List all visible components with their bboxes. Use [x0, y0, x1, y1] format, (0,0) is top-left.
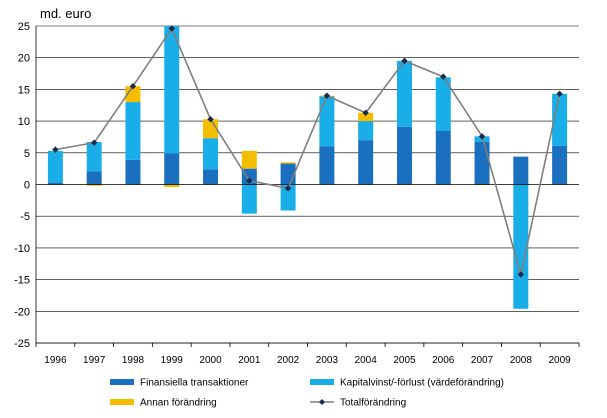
x-tick-label: 2007 [471, 355, 494, 366]
bar-finansiella-transaktioner-2006 [435, 130, 451, 185]
y-tick-label: 10 [18, 116, 30, 128]
legend-label-totalf-r-ndring: Totalförändring [340, 398, 406, 409]
total-marker-1997 [90, 139, 98, 146]
legend-swatch-finansiella-transaktioner [110, 379, 134, 385]
bar-finansiella-transaktioner-1996 [47, 182, 63, 185]
legend-swatch-kapitalvinst-f-rlust-v-rdef-r-ndring- [310, 379, 334, 385]
bar-finansiella-transaktioner-2007 [474, 142, 490, 185]
total-marker-1996 [52, 146, 59, 153]
total-marker-2004 [362, 109, 369, 117]
x-tick-label: 1998 [122, 355, 145, 366]
bar-annan-f-r-ndring-2002 [280, 162, 296, 164]
x-tick-label: 2005 [393, 355, 416, 366]
bar-annan-f-r-ndring-1998 [125, 86, 141, 103]
y-tick-label: -5 [20, 211, 30, 223]
bar-kapitalvinst-f-rlust-v-rdef-r-ndring--2009 [552, 93, 568, 146]
x-tick-label: 1996 [44, 355, 67, 366]
bar-kapitalvinst-f-rlust-v-rdef-r-ndring--2001 [241, 184, 257, 214]
x-tick-label: 2002 [277, 355, 300, 366]
x-tick-label: 2008 [510, 355, 533, 366]
x-tick-label: 2003 [316, 355, 339, 366]
total-line [52, 25, 563, 278]
y-axis-unit-label: md. euro [40, 6, 91, 21]
y-tick-label: -20 [14, 306, 30, 318]
y-tick-label: 25 [18, 21, 30, 33]
y-tick-label: 5 [24, 148, 30, 160]
y-tick-label: -25 [14, 338, 30, 350]
bar-finansiella-transaktioner-2003 [319, 146, 335, 185]
bar-kapitalvinst-f-rlust-v-rdef-r-ndring--2008 [513, 184, 529, 309]
bar-kapitalvinst-f-rlust-v-rdef-r-ndring--1999 [164, 26, 180, 154]
y-tick-label: 15 [18, 84, 30, 96]
y-tick-label: 20 [18, 53, 30, 65]
total-marker-2007 [478, 133, 486, 140]
total-marker-1998 [129, 83, 137, 90]
bar-kapitalvinst-f-rlust-v-rdef-r-ndring--2002 [280, 184, 296, 211]
total-marker-2005 [401, 57, 408, 65]
legend-swatch-annan-f-r-ndring [110, 399, 134, 405]
axes [35, 26, 580, 347]
y-tick-label: 0 [24, 180, 30, 192]
total-marker-1999 [168, 25, 175, 32]
legend-label-kapitalvinst-f-rlust-v-rdef-r-ndring-: Kapitalvinst/-förlust (värdeförändring) [340, 378, 504, 389]
bar-kapitalvinst-f-rlust-v-rdef-r-ndring--1997 [86, 142, 102, 172]
legend-label-finansiella-transaktioner: Finansiella transaktioner [140, 378, 249, 389]
bar-annan-f-r-ndring-1997 [86, 184, 102, 186]
bar-kapitalvinst-f-rlust-v-rdef-r-ndring--1998 [125, 102, 141, 160]
bar-kapitalvinst-f-rlust-v-rdef-r-ndring--2005 [396, 60, 412, 127]
total-marker-2000 [207, 115, 214, 123]
legend: Finansiella transaktioner Kapitalvinst/-f… [110, 378, 504, 409]
total-marker-2001 [246, 177, 253, 184]
x-tick-label: 1997 [83, 355, 106, 366]
bar-finansiella-transaktioner-1997 [86, 171, 102, 185]
bar-finansiella-transaktioner-2000 [203, 169, 219, 185]
bar-kapitalvinst-f-rlust-v-rdef-r-ndring--2003 [319, 96, 335, 147]
total-marker-2008 [517, 271, 525, 278]
bar-finansiella-transaktioner-2004 [358, 140, 374, 185]
bar-kapitalvinst-f-rlust-v-rdef-r-ndring--1996 [47, 150, 63, 183]
total-line-path [55, 26, 561, 275]
bar-finansiella-transaktioner-1998 [125, 159, 141, 185]
total-marker-2006 [440, 73, 447, 80]
x-ticks: 1996 1997 1998 1999 2000 2001 2002 2003 2004 2005… [44, 355, 571, 366]
x-tick-label: 2009 [548, 355, 571, 366]
bar-finansiella-transaktioner-2009 [552, 145, 568, 185]
total-marker-2002 [284, 185, 292, 192]
x-tick-label: 2001 [238, 355, 261, 366]
bar-finansiella-transaktioner-1999 [164, 153, 180, 185]
bar-annan-f-r-ndring-1999 [164, 184, 180, 188]
y-tick-label: -15 [14, 275, 30, 287]
bar-finansiella-transaktioner-2001 [241, 168, 257, 185]
bar-kapitalvinst-f-rlust-v-rdef-r-ndring--2004 [358, 121, 374, 141]
bar-annan-f-r-ndring-2004 [358, 112, 374, 122]
x-tick-label: 2006 [432, 355, 455, 366]
legend-marker-totalf-r-ndring [319, 399, 325, 405]
x-tick-label: 2004 [355, 355, 378, 366]
x-tick-label: 2000 [199, 355, 222, 366]
bar-kapitalvinst-f-rlust-v-rdef-r-ndring--2000 [203, 138, 219, 170]
total-marker-2009 [556, 90, 563, 98]
bar-finansiella-transaktioner-2008 [513, 156, 529, 185]
y-tick-label: -10 [14, 243, 30, 255]
legend-label-annan-f-r-ndring: Annan förändring [140, 398, 217, 409]
y-ticks: -25 -20 -15 -10 -5 0 5 10 15 20 25 [14, 21, 30, 350]
x-tick-label: 1999 [161, 355, 184, 366]
bars [47, 26, 568, 309]
bar-annan-f-r-ndring-2001 [241, 150, 257, 169]
total-marker-2003 [323, 92, 331, 99]
bar-kapitalvinst-f-rlust-v-rdef-r-ndring--2006 [435, 77, 451, 131]
bar-finansiella-transaktioner-2005 [396, 126, 412, 185]
